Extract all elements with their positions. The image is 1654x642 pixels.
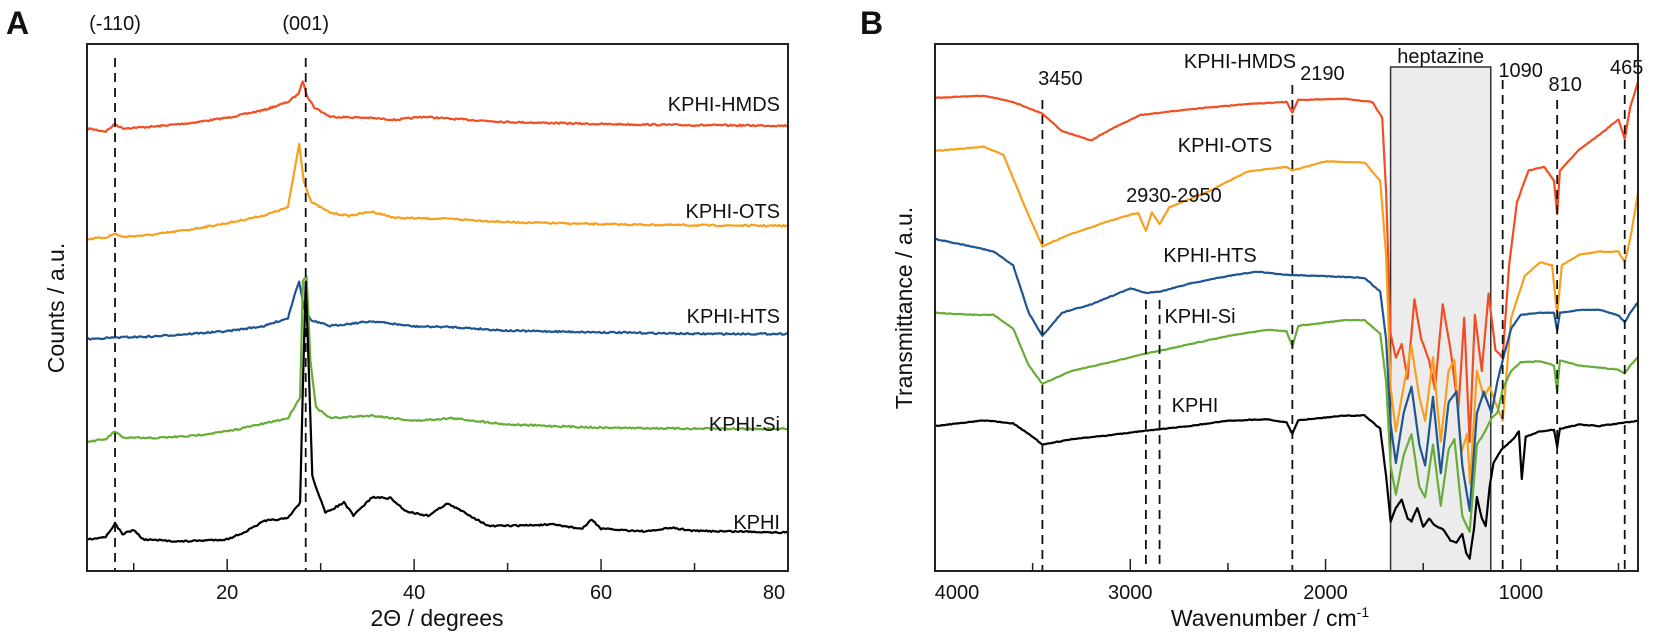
x-axis-title-b-text: Wavenumber / cm bbox=[1171, 605, 1357, 631]
x-tick-label: 1000 bbox=[1499, 582, 1544, 604]
series-label-kphi-si: KPHI-Si bbox=[1164, 306, 1235, 328]
reference-label: 465 bbox=[1610, 57, 1643, 79]
reference-label: 1090 bbox=[1498, 60, 1543, 82]
y-axis-title-b: Transmittance / a.u. bbox=[891, 207, 917, 409]
series-line-kphi bbox=[86, 280, 789, 543]
series-label-kphi-hts: KPHI-HTS bbox=[1163, 245, 1256, 267]
ftir-panel: heptazine KPHI-HMDS KPHI-OTS KPHI-HTS KPHI-S… bbox=[934, 43, 1643, 604]
x-tick-label: 40 bbox=[403, 582, 425, 604]
series-label-kphi-hmds: KPHI-HMDS bbox=[1184, 51, 1296, 73]
series-label-kphi-hmds: KPHI-HMDS bbox=[668, 94, 780, 116]
series-line-kphi-hmds bbox=[86, 80, 789, 134]
x-axis-title-b: Wavenumber / cm-1 bbox=[1171, 604, 1369, 631]
series-line-kphi-ots bbox=[86, 142, 789, 241]
x-tick-label: 80 bbox=[763, 582, 785, 604]
x-tick-label: 2000 bbox=[1303, 582, 1348, 604]
reference-label: 2930-2950 bbox=[1126, 185, 1222, 207]
x-tick-label: 4000 bbox=[935, 582, 980, 604]
x-tick-label: 60 bbox=[590, 582, 612, 604]
plot-frame bbox=[934, 43, 1639, 572]
x-axis-title-a: 2Θ / degrees bbox=[371, 605, 504, 631]
xrd-panel: KPHI-HMDS KPHI-OTS KPHI-HTS KPHI-Si KPHI (-11… bbox=[86, 13, 789, 604]
series-line-kphi-ots bbox=[935, 145, 1640, 485]
y-axis-title-a: Counts / a.u. bbox=[43, 243, 69, 373]
series-label-kphi-ots: KPHI-OTS bbox=[686, 201, 780, 223]
series-line-kphi bbox=[934, 414, 1639, 560]
reference-label: (001) bbox=[282, 13, 329, 35]
series-line-kphi-hts bbox=[934, 237, 1639, 512]
series-label-kphi-ots: KPHI-OTS bbox=[1178, 135, 1272, 157]
x-axis-title-b-superscript: -1 bbox=[1357, 604, 1370, 620]
plot-frame bbox=[86, 43, 789, 572]
series-line-kphi-hmds bbox=[934, 81, 1640, 444]
x-tick-label: 20 bbox=[216, 582, 238, 604]
reference-label: 3450 bbox=[1038, 68, 1083, 90]
x-tick-label: 3000 bbox=[1108, 582, 1153, 604]
series-label-kphi: KPHI bbox=[733, 512, 780, 534]
series-line-kphi-si bbox=[86, 275, 789, 444]
heptazine-label: heptazine bbox=[1397, 46, 1484, 68]
series-label-kphi-si: KPHI-Si bbox=[709, 414, 780, 436]
series-label-kphi-hts: KPHI-HTS bbox=[687, 306, 780, 328]
panel-letter-a: A bbox=[6, 5, 29, 41]
reference-label: 810 bbox=[1548, 74, 1581, 96]
series-line-kphi-hts bbox=[86, 280, 789, 341]
series-label-kphi: KPHI bbox=[1172, 395, 1219, 417]
panel-letter-b: B bbox=[860, 5, 883, 41]
reference-label: (-110) bbox=[89, 13, 141, 35]
series-line-kphi-si bbox=[934, 311, 1639, 533]
reference-label: 2190 bbox=[1300, 63, 1345, 85]
